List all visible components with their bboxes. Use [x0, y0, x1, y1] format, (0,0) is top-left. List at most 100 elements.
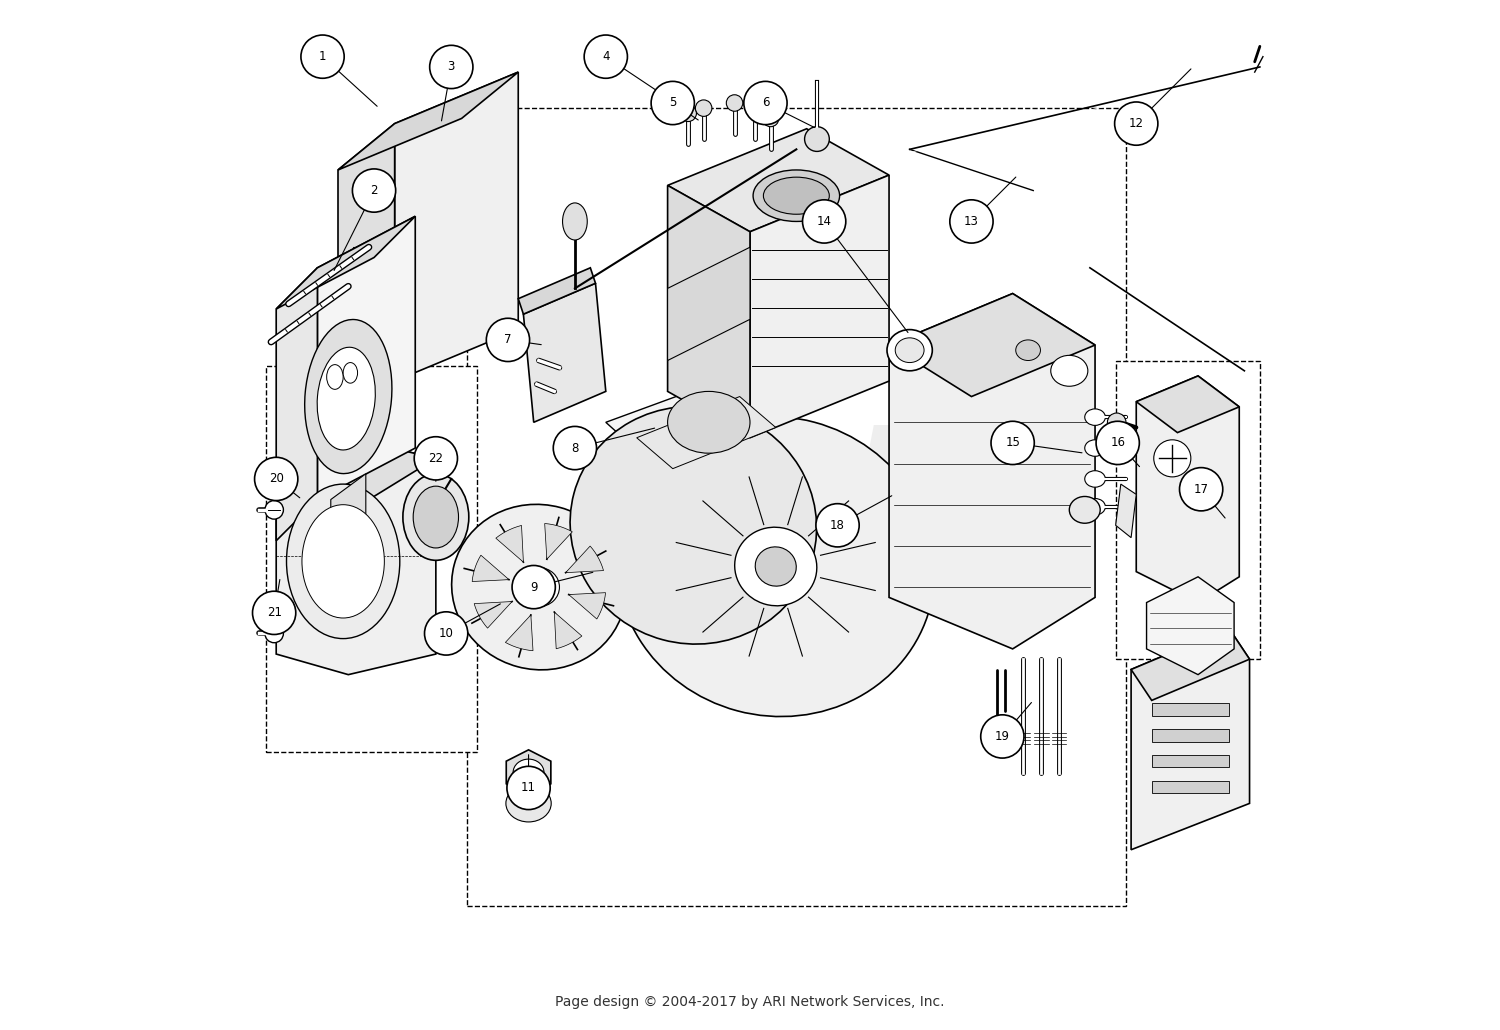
Circle shape — [1096, 421, 1140, 465]
Polygon shape — [668, 185, 750, 438]
Ellipse shape — [344, 363, 357, 383]
Text: 6: 6 — [762, 97, 770, 109]
Polygon shape — [318, 216, 416, 500]
Ellipse shape — [1084, 440, 1106, 456]
Text: 10: 10 — [438, 627, 453, 640]
Circle shape — [584, 35, 627, 78]
Polygon shape — [636, 397, 776, 469]
Ellipse shape — [726, 95, 742, 111]
Circle shape — [816, 504, 860, 547]
Ellipse shape — [804, 127, 830, 151]
Text: Page design © 2004-2017 by ARI Network Services, Inc.: Page design © 2004-2017 by ARI Network S… — [555, 995, 945, 1009]
Circle shape — [424, 612, 468, 655]
Ellipse shape — [519, 568, 560, 607]
Polygon shape — [276, 438, 436, 675]
Polygon shape — [506, 615, 532, 651]
Polygon shape — [276, 438, 436, 500]
Polygon shape — [394, 72, 519, 381]
Circle shape — [512, 565, 555, 609]
Circle shape — [252, 591, 296, 634]
Circle shape — [1179, 468, 1222, 511]
Circle shape — [429, 45, 472, 89]
Ellipse shape — [327, 365, 344, 389]
Ellipse shape — [764, 177, 830, 214]
Circle shape — [950, 200, 993, 243]
Text: 20: 20 — [268, 473, 284, 485]
Ellipse shape — [1084, 471, 1106, 487]
Polygon shape — [506, 750, 550, 795]
Ellipse shape — [696, 100, 712, 116]
Polygon shape — [338, 124, 394, 427]
Ellipse shape — [266, 624, 284, 643]
Polygon shape — [555, 612, 582, 649]
Ellipse shape — [1107, 413, 1126, 432]
Ellipse shape — [754, 547, 796, 586]
Polygon shape — [1131, 628, 1250, 850]
Polygon shape — [566, 546, 603, 573]
Polygon shape — [338, 72, 519, 170]
Polygon shape — [332, 474, 366, 544]
Text: 17: 17 — [1194, 483, 1209, 495]
Text: 13: 13 — [964, 215, 980, 228]
Polygon shape — [519, 268, 596, 314]
Polygon shape — [472, 555, 508, 582]
Text: 8: 8 — [572, 442, 579, 454]
Text: 22: 22 — [429, 452, 444, 465]
Ellipse shape — [506, 785, 550, 822]
Ellipse shape — [1182, 479, 1214, 510]
Polygon shape — [1116, 484, 1137, 538]
Ellipse shape — [513, 759, 544, 786]
Polygon shape — [1137, 376, 1239, 433]
Ellipse shape — [304, 319, 392, 474]
Ellipse shape — [1084, 409, 1106, 425]
Bar — [466, 108, 1126, 906]
Circle shape — [486, 318, 530, 362]
Circle shape — [302, 35, 344, 78]
Ellipse shape — [616, 416, 934, 717]
Ellipse shape — [735, 527, 818, 606]
Bar — [1116, 360, 1260, 659]
Ellipse shape — [286, 484, 400, 639]
Circle shape — [802, 200, 846, 243]
Circle shape — [981, 715, 1024, 758]
Polygon shape — [524, 283, 606, 422]
Ellipse shape — [668, 391, 750, 453]
Circle shape — [1114, 102, 1158, 145]
Ellipse shape — [570, 407, 816, 644]
Bar — [266, 366, 477, 752]
Ellipse shape — [753, 170, 840, 221]
Polygon shape — [474, 602, 512, 628]
Polygon shape — [668, 129, 890, 232]
Text: 14: 14 — [816, 215, 831, 228]
Text: 11: 11 — [520, 782, 536, 794]
Ellipse shape — [886, 330, 933, 371]
Polygon shape — [496, 525, 523, 562]
Circle shape — [352, 169, 396, 212]
Polygon shape — [544, 523, 573, 559]
Circle shape — [554, 426, 597, 470]
Polygon shape — [1131, 628, 1250, 700]
Text: 15: 15 — [1005, 437, 1020, 449]
Ellipse shape — [1016, 340, 1041, 360]
Circle shape — [255, 457, 298, 501]
Bar — [1152, 781, 1228, 793]
Circle shape — [507, 766, 550, 810]
Bar — [1152, 703, 1228, 716]
Text: 7: 7 — [504, 334, 512, 346]
FancyBboxPatch shape — [354, 247, 380, 340]
Ellipse shape — [680, 105, 696, 122]
Polygon shape — [276, 216, 416, 309]
Text: 9: 9 — [530, 581, 537, 593]
Polygon shape — [1146, 577, 1234, 675]
Ellipse shape — [1084, 499, 1106, 515]
Polygon shape — [750, 175, 890, 438]
Text: ARI: ARI — [614, 420, 906, 569]
Bar — [1152, 755, 1228, 767]
Polygon shape — [890, 294, 1095, 649]
Ellipse shape — [452, 505, 626, 670]
Text: 19: 19 — [994, 730, 1010, 743]
Text: 16: 16 — [1110, 437, 1125, 449]
Text: 21: 21 — [267, 607, 282, 619]
Text: 1: 1 — [320, 50, 327, 63]
Text: 4: 4 — [602, 50, 609, 63]
